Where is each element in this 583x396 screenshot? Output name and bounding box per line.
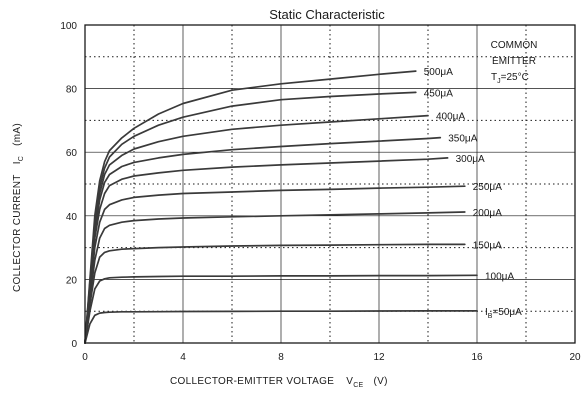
series-line (84, 91, 417, 344)
y-tick-label: 0 (71, 339, 77, 350)
x-axis-symbol-sub: CE (353, 382, 363, 389)
series-line (84, 114, 429, 344)
x-tick-label: 8 (278, 352, 284, 363)
y-axis-title: COLLECTOR CURRENT IC (mA) (12, 123, 25, 292)
series-label: 400μA (436, 112, 465, 123)
series-label: 450μA (424, 88, 453, 99)
x-tick-label: 4 (180, 352, 186, 363)
series-line (84, 310, 478, 344)
series-label: 500μA (424, 67, 453, 78)
series-label: 350μA (448, 134, 477, 145)
x-axis-title: COLLECTOR-EMITTER VOLTAGE VCE (V) (170, 376, 388, 389)
y-tick-label: 20 (66, 275, 78, 286)
series-label: 150μA (473, 240, 502, 251)
annotation-line-2: EMITTER (492, 56, 536, 67)
x-axis-unit: (V) (374, 376, 388, 387)
y-axis-ticks: 0 20 40 60 80 100 (60, 21, 77, 350)
y-axis-symbol: I (12, 161, 23, 164)
x-axis-ticks: 0 4 8 12 16 20 (82, 352, 581, 363)
curve-labels: IB=50μA 100μA 150μA 200μA 250μA 300μA 350μA 400… (424, 67, 522, 320)
x-tick-label: 16 (471, 352, 483, 363)
x-tick-label: 0 (82, 352, 88, 363)
curves (84, 70, 478, 344)
annotation-temp-value: =25°C (501, 72, 529, 83)
plot-frame (84, 24, 576, 344)
y-axis-symbol-sub: C (18, 156, 25, 161)
series-label: 200μA (473, 208, 502, 219)
y-tick-label: 100 (60, 21, 77, 32)
x-axis-title-text: COLLECTOR-EMITTER VOLTAGE (170, 376, 334, 387)
y-axis-unit: (mA) (12, 123, 23, 146)
chart-title: Static Characteristic (269, 7, 385, 22)
y-tick-label: 40 (66, 212, 78, 223)
series-label: 250μA (473, 182, 502, 193)
series-line (84, 211, 466, 344)
series-line (84, 136, 442, 344)
y-tick-label: 80 (66, 85, 78, 96)
series-line (84, 243, 466, 344)
annotation-temp-symbol: T (491, 72, 497, 83)
series-line (84, 157, 449, 344)
y-tick-label: 60 (66, 148, 78, 159)
series-label: IB=50μA (485, 307, 522, 320)
y-axis-title-text: COLLECTOR CURRENT (12, 174, 23, 292)
series-line (84, 70, 417, 344)
x-tick-label: 12 (373, 352, 385, 363)
series-label: 100μA (485, 271, 514, 282)
x-axis-symbol: V (346, 376, 353, 387)
annotation-line-1: COMMON (491, 40, 538, 51)
series-line (84, 274, 478, 344)
annotation-line-3: TJ=25°C (491, 72, 529, 85)
annotation-temp-sub: J (497, 78, 501, 85)
series-line (84, 185, 466, 344)
x-tick-label: 20 (569, 352, 581, 363)
series-label: 300μA (456, 154, 485, 165)
